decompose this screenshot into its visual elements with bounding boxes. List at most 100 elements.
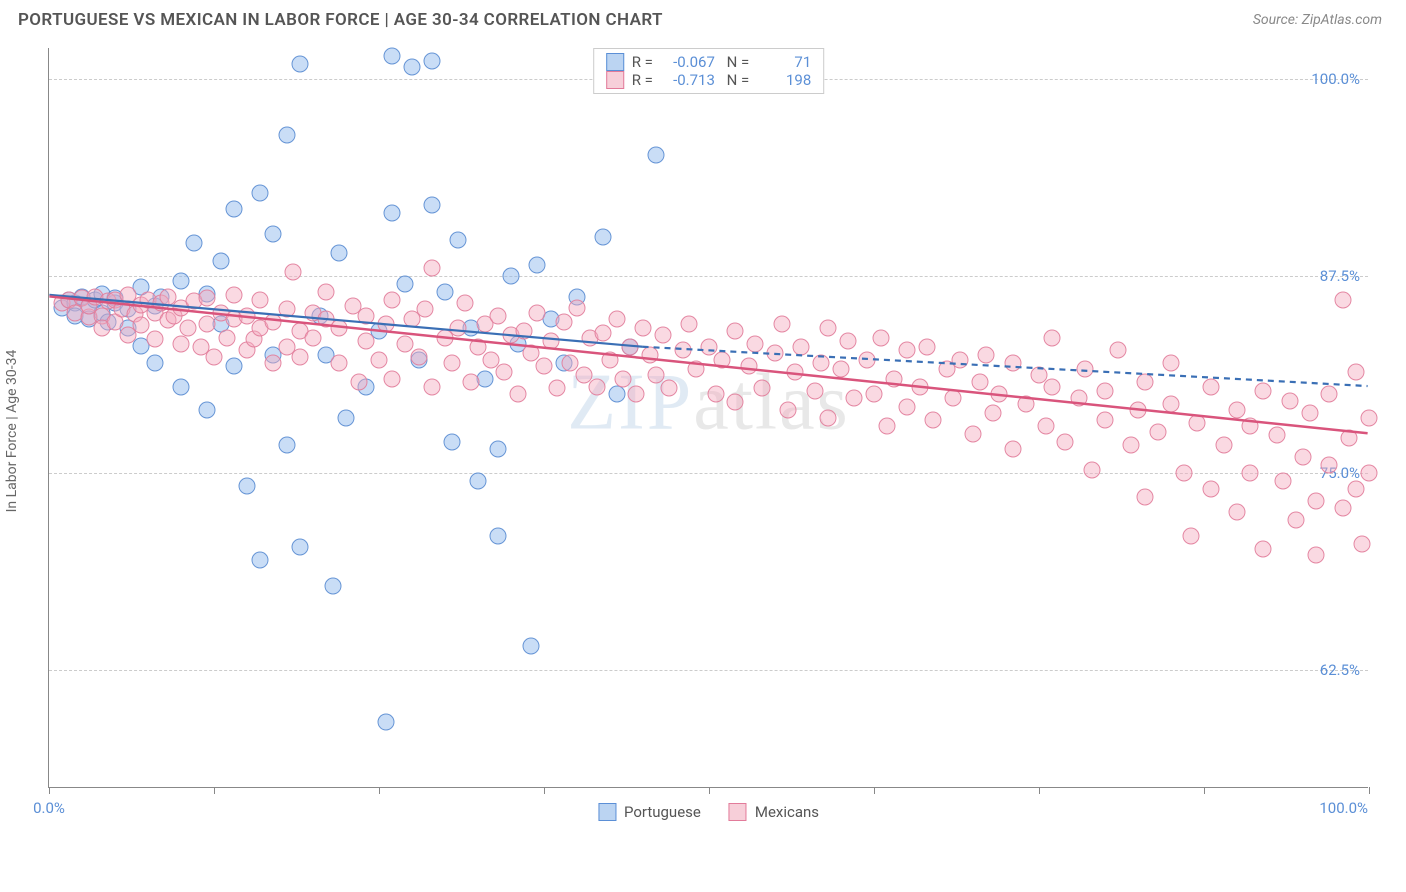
n-value-mexicans: 198 [757,71,811,89]
r-value-portuguese: -0.067 [661,53,715,71]
r-label: R = [632,71,653,89]
chart-container: In Labor Force | Age 30-34 ZIPatlas R = … [18,36,1388,826]
data-point [628,386,645,403]
data-point [1149,424,1166,441]
xtick-mark [49,787,50,794]
data-point [681,315,698,332]
data-point [219,329,236,346]
data-point [278,436,295,453]
data-point [1110,342,1127,359]
data-point [1044,378,1061,395]
data-point [305,329,322,346]
data-point [1334,291,1351,308]
data-point [654,326,671,343]
data-point [1301,405,1318,422]
data-point [331,354,348,371]
data-point [496,364,513,381]
plot-area: ZIPatlas R = -0.067 N = 71 R = -0.713 N … [48,48,1368,788]
data-point [885,370,902,387]
data-point [1288,512,1305,529]
data-point [331,244,348,261]
gridline [49,473,1368,474]
data-point [727,394,744,411]
data-point [489,528,506,545]
data-point [819,410,836,427]
data-point [397,276,414,293]
data-point [588,378,605,395]
data-point [595,228,612,245]
stats-row-mexicans: R = -0.713 N = 198 [606,71,812,89]
legend-item-portuguese: Portuguese [598,803,701,821]
chart-title: PORTUGUESE VS MEXICAN IN LABOR FORCE | A… [18,10,663,30]
data-point [1097,411,1114,428]
data-point [1229,504,1246,521]
data-point [786,364,803,381]
xtick-mark [709,787,710,794]
data-point [608,310,625,327]
ytick-label: 100.0% [1311,70,1360,88]
data-point [384,370,401,387]
data-point [423,197,440,214]
data-point [1004,354,1021,371]
series-legend: Portuguese Mexicans [598,803,819,821]
data-point [1361,465,1378,482]
data-point [1281,392,1298,409]
data-point [351,373,368,390]
data-point [641,347,658,364]
data-point [747,336,764,353]
data-point [740,358,757,375]
data-point [1347,480,1364,497]
data-point [1308,546,1325,563]
data-point [984,405,1001,422]
data-point [793,339,810,356]
data-point [252,551,269,568]
data-point [357,307,374,324]
data-point [357,332,374,349]
swatch-pink-icon [606,71,624,89]
data-point [674,342,691,359]
data-point [965,425,982,442]
data-point [773,315,790,332]
data-point [1136,373,1153,390]
data-point [1037,417,1054,434]
data-point [291,348,308,365]
data-point [839,332,856,349]
data-point [318,284,335,301]
xtick-mark [1204,787,1205,794]
data-point [331,320,348,337]
data-point [265,313,282,330]
data-point [833,361,850,378]
xtick-mark [379,787,380,794]
data-point [1321,386,1338,403]
data-point [912,378,929,395]
data-point [225,200,242,217]
data-point [489,307,506,324]
data-point [615,370,632,387]
data-point [1070,389,1087,406]
data-point [173,378,190,395]
data-point [1044,329,1061,346]
swatch-blue-icon [606,53,624,71]
data-point [555,313,572,330]
data-point [278,126,295,143]
swatch-pink-icon [729,803,747,821]
data-point [410,348,427,365]
data-point [621,339,638,356]
data-point [569,299,586,316]
xtick-mark [1369,787,1370,794]
data-point [1077,361,1094,378]
data-point [417,301,434,318]
r-label: R = [632,53,653,71]
data-point [206,348,223,365]
n-value-portuguese: 71 [757,53,811,71]
data-point [404,58,421,75]
data-point [324,578,341,595]
source-label: Source: ZipAtlas.com [1253,12,1382,28]
data-point [767,345,784,362]
data-point [470,472,487,489]
data-point [529,304,546,321]
data-point [859,351,876,368]
data-point [918,339,935,356]
data-point [1182,528,1199,545]
data-point [225,287,242,304]
